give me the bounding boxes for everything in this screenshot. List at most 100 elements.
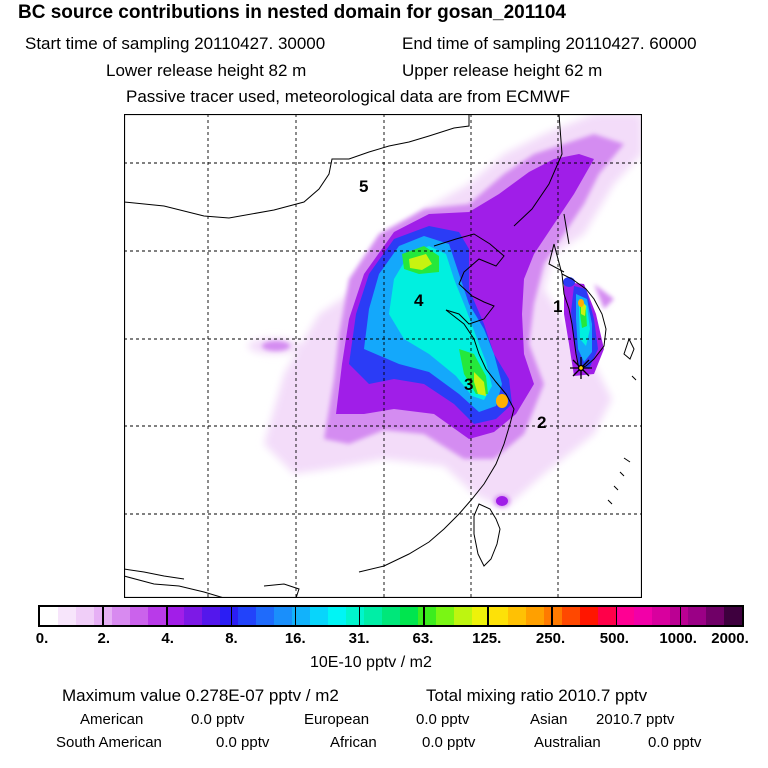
colorbar-tick-label: 2000. (711, 630, 749, 647)
colorbar-tick-label: 4. (161, 630, 174, 647)
colorbar-separator (487, 605, 489, 627)
asian-value: 2010.7 pptv (596, 711, 675, 728)
colorbar-separator (294, 605, 297, 627)
colorbar-cell (130, 607, 148, 625)
colorbar-separator (551, 605, 553, 627)
colorbar-cell (724, 607, 742, 625)
colorbar-separator (423, 605, 425, 627)
map-canvas: 1 2 3 4 5 (124, 114, 642, 598)
colorbar-cell (328, 607, 346, 625)
taiwan-outline (473, 503, 501, 567)
colorbar-cell (184, 607, 202, 625)
colorbar-cell (436, 607, 454, 625)
colorbar-cell (562, 607, 580, 625)
korea-outline (561, 273, 607, 370)
colorbar-cell (400, 607, 418, 625)
colorbar-cell (346, 607, 364, 625)
european-label: European (304, 711, 370, 728)
colorbar-cell (382, 607, 400, 625)
colorbar-cell (220, 607, 238, 625)
colorbar-tick-label: 500. (599, 630, 629, 647)
colorbar-separator (679, 605, 682, 627)
hainan-outline (263, 583, 300, 598)
european-value: 0.0 pptv (416, 711, 470, 728)
colorbar-separator (358, 605, 361, 627)
colorbar-separator (166, 605, 168, 627)
colorbar-cell (310, 607, 328, 625)
colorbar-cell (292, 607, 310, 625)
colorbar-tick-label: 250. (535, 630, 566, 647)
colorbar-tick-label: 16. (284, 630, 306, 647)
maximum-value: Maximum value 0.278E-07 pptv / m2 (62, 686, 339, 705)
vietnam-border (124, 575, 225, 598)
colorbar-cell (580, 607, 598, 625)
colorbar-separator (230, 605, 233, 627)
plot-title: BC source contributions in nested domain… (18, 2, 566, 23)
region-label-1: 1 (553, 297, 562, 316)
american-label: American (80, 711, 144, 728)
total-mixing-ratio: Total mixing ratio 2010.7 pptv (426, 686, 648, 705)
region-label-4: 4 (414, 291, 424, 310)
colorbar-tick-label: 2. (97, 630, 111, 647)
map-panel: 1 2 3 4 5 (124, 114, 642, 598)
colorbar-cell (40, 607, 58, 625)
colorbar-cell (202, 607, 220, 625)
colorbar-tick-label: 125. (472, 630, 502, 647)
region-label-3: 3 (464, 375, 473, 394)
colorbar-cell (148, 607, 166, 625)
japan-kyushu (623, 337, 635, 360)
colorbar-cell (472, 607, 490, 625)
colorbar-cell (526, 607, 544, 625)
colorbar-tick-label: 0. (35, 630, 49, 647)
colorbar-tick-label: 8. (225, 630, 238, 647)
korea-peninsula-border (563, 213, 570, 245)
colorbar-units: 10E-10 pptv / m2 (310, 654, 432, 671)
plume-yellow-layer (409, 254, 586, 396)
colorbar-cell (652, 607, 670, 625)
bohai-coast (433, 233, 505, 325)
colorbar-cell (274, 607, 292, 625)
colorbar-cell (364, 607, 382, 625)
tracer-note: Passive tracer used, meteorological data… (126, 87, 571, 106)
colorbar-tick-label: 31. (348, 630, 370, 647)
colorbar-cell (490, 607, 508, 625)
colorbar-cell (670, 607, 688, 625)
region-label-5: 5 (359, 177, 368, 196)
map-frame (124, 114, 642, 598)
colorbar-cell (166, 607, 184, 625)
end-time-label: End time of sampling 20110427. 60000 (402, 34, 697, 53)
australian-label: Australian (534, 734, 601, 751)
colorbar-cell (508, 607, 526, 625)
american-value: 0.0 pptv (191, 711, 245, 728)
asian-label: Asian (530, 711, 568, 728)
star-marker-icon (570, 357, 592, 379)
colorbar-cell (616, 607, 634, 625)
african-label: African (330, 734, 377, 751)
south-american-label: South American (56, 734, 162, 751)
australian-value: 0.0 pptv (648, 734, 702, 751)
coastline-layer (124, 114, 637, 598)
colorbar-cell (634, 607, 652, 625)
colorbar-tick-label: 63. (412, 630, 434, 647)
colorbar-separator (615, 605, 618, 627)
start-time-label: Start time of sampling 20110427. 30000 (25, 34, 326, 53)
colorbar-tick-label: 1000. (659, 630, 697, 647)
south-american-value: 0.0 pptv (216, 734, 270, 751)
vietnam-coast (124, 568, 185, 580)
grid-layer (124, 114, 642, 598)
african-value: 0.0 pptv (422, 734, 476, 751)
colorbar-cell (58, 607, 76, 625)
colorbar-cell (256, 607, 274, 625)
colorbar-cell (238, 607, 256, 625)
upper-release-label: Upper release height 62 m (402, 61, 603, 80)
colorbar-cell (688, 607, 706, 625)
colorbar-cell (454, 607, 472, 625)
lower-release-label: Lower release height 82 m (106, 61, 307, 80)
colorbar-cell (598, 607, 616, 625)
colorbar (38, 605, 744, 627)
east-china-coast (358, 309, 515, 573)
plume-hotspot-layer (496, 299, 584, 408)
northeast-coast (513, 114, 563, 227)
colorbar-cell (544, 607, 562, 625)
colorbar-separator (102, 605, 104, 627)
